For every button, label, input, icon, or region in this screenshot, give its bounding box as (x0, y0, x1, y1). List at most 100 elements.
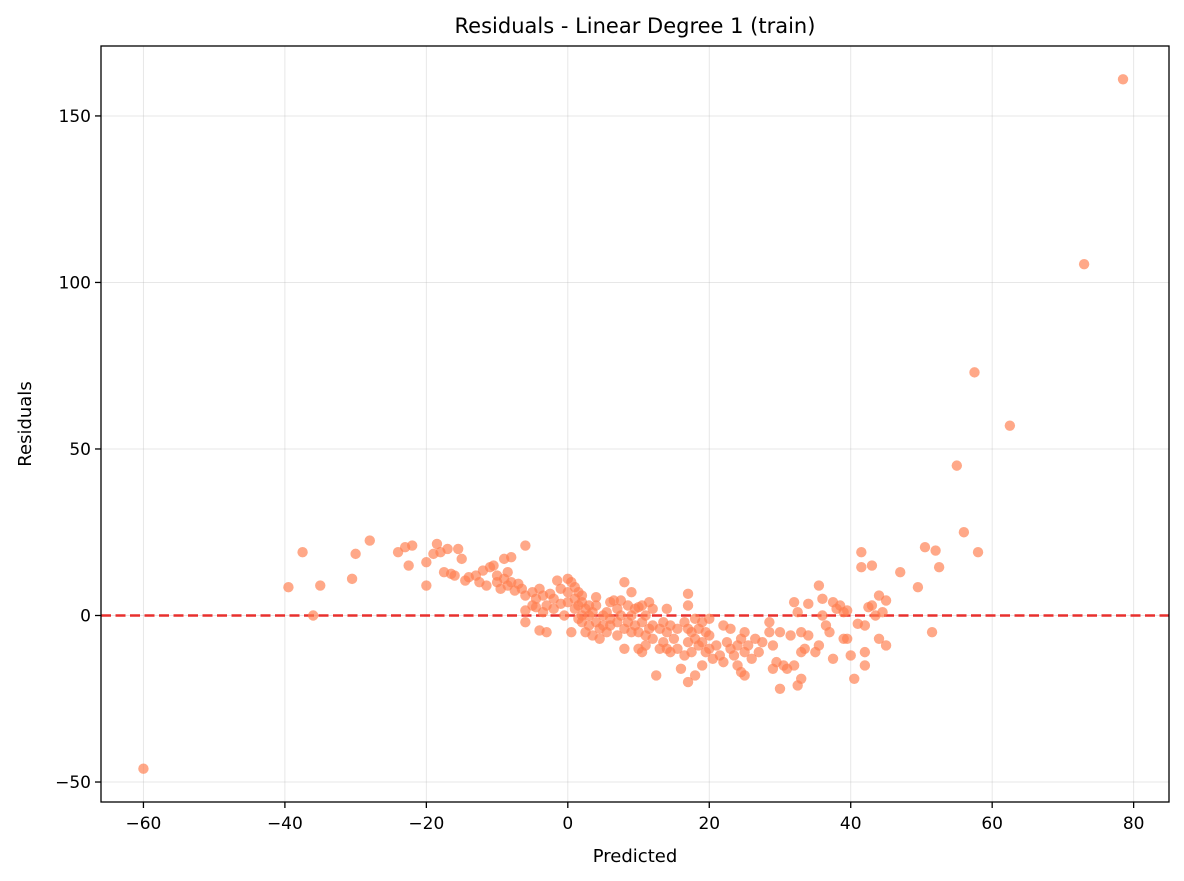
data-point (651, 670, 662, 681)
x-tick-label: 80 (1123, 814, 1145, 834)
data-point (774, 683, 786, 694)
x-tick-label: 20 (698, 814, 720, 834)
x-tick-label: 0 (562, 814, 573, 834)
data-point (764, 616, 775, 628)
data-point (788, 596, 800, 608)
data-point (919, 542, 931, 553)
data-point (619, 643, 630, 655)
data-point (488, 560, 499, 571)
data-point (682, 676, 694, 688)
data-point (792, 606, 803, 618)
data-point (612, 630, 623, 641)
data-point (958, 527, 970, 538)
data-point (449, 570, 460, 581)
data-point (520, 616, 531, 628)
data-point (803, 630, 814, 641)
data-point (456, 553, 467, 565)
data-point (859, 620, 871, 631)
data-point (718, 656, 729, 668)
data-point (785, 630, 796, 641)
data-point (739, 626, 750, 638)
data-point (711, 640, 722, 651)
data-point (796, 673, 807, 684)
data-point (682, 600, 694, 611)
data-point (799, 643, 810, 655)
data-point (841, 605, 853, 616)
data-point (827, 653, 839, 664)
chart-title: Residuals - Linear Degree 1 (train) (455, 14, 816, 38)
data-point (704, 630, 715, 641)
data-point (682, 588, 694, 600)
data-point (774, 626, 786, 638)
data-point (421, 557, 432, 568)
data-point (696, 636, 708, 648)
data-point (551, 575, 563, 586)
data-point (346, 573, 358, 585)
data-point (502, 567, 513, 578)
data-point (880, 595, 892, 606)
data-point (403, 560, 414, 571)
plot-frame (100, 45, 1170, 803)
data-point (933, 562, 945, 573)
data-points (138, 74, 1129, 774)
data-point (841, 633, 853, 645)
data-point (764, 626, 775, 638)
data-point (407, 540, 418, 551)
data-point (452, 543, 464, 555)
data-point (895, 567, 906, 578)
data-point (689, 670, 701, 681)
data-point (930, 545, 941, 556)
data-point (767, 640, 779, 651)
x-tick-label: −20 (408, 814, 444, 834)
data-point (675, 663, 687, 674)
x-tick-label: 60 (981, 814, 1003, 834)
data-point (757, 636, 768, 648)
y-tick-label: 150 (59, 107, 91, 127)
data-point (647, 603, 658, 615)
data-point (696, 660, 708, 671)
x-tick-label: 40 (840, 814, 862, 834)
y-axis-ticks: −50 0 50 100 150 (55, 107, 101, 793)
data-point (431, 538, 443, 550)
data-point (856, 547, 867, 558)
data-point (912, 581, 924, 593)
data-point (283, 581, 294, 593)
data-point (640, 610, 651, 621)
data-point (442, 543, 453, 555)
x-tick-label: −60 (125, 814, 161, 834)
data-point (972, 547, 984, 558)
data-point (421, 580, 432, 591)
data-point (803, 598, 814, 610)
data-point (969, 367, 980, 378)
x-axis-label: Predicted (593, 846, 678, 867)
x-tick-label: −40 (267, 814, 303, 834)
data-point (856, 562, 867, 573)
data-point (686, 646, 697, 658)
data-point (1004, 420, 1016, 431)
data-point (672, 643, 683, 655)
y-tick-label: 0 (80, 606, 91, 626)
data-point (315, 580, 326, 591)
data-point (594, 633, 605, 645)
data-point (506, 552, 517, 563)
data-point (619, 576, 630, 588)
data-point (647, 633, 658, 645)
data-point (926, 626, 938, 638)
data-point (813, 640, 825, 651)
data-point (481, 580, 492, 591)
data-point (951, 460, 963, 471)
data-point (824, 626, 835, 638)
data-point (672, 623, 683, 635)
y-tick-label: 50 (69, 440, 91, 460)
data-point (138, 763, 149, 774)
data-point (880, 640, 892, 651)
data-point (753, 646, 764, 658)
data-point (307, 610, 319, 621)
data-point (725, 623, 736, 635)
data-point (728, 650, 740, 661)
data-point (866, 600, 878, 611)
y-tick-label: 100 (59, 273, 91, 293)
data-point (845, 650, 856, 661)
